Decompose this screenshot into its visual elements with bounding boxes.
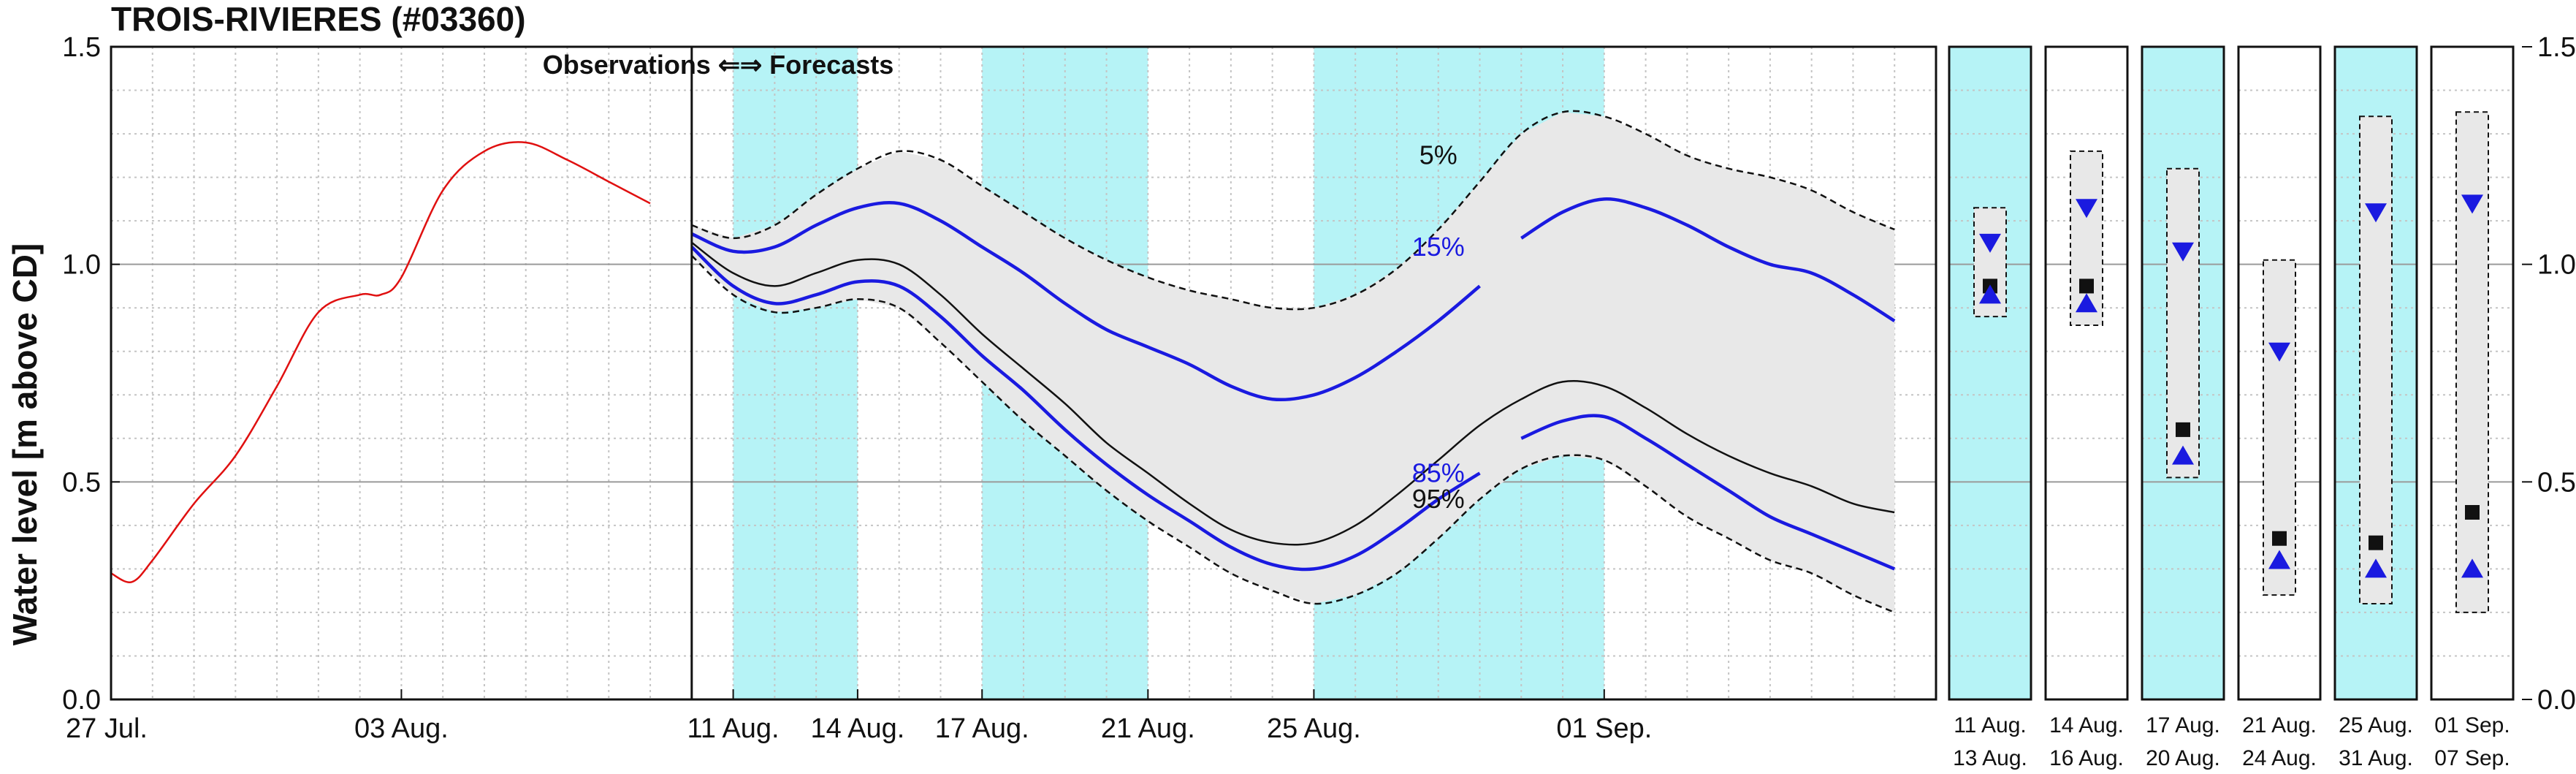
x-tick-label: 11 Aug. (687, 713, 780, 744)
observed-water-level-line (110, 141, 651, 583)
chart-title: TROIS-RIVIERES (#03360) (111, 0, 526, 38)
period-start-label: 14 Aug. (2049, 713, 2124, 737)
x-tick-label: 27 Jul. (66, 713, 148, 744)
upper-triangle-marker (2365, 203, 2387, 223)
period-panel-2: 14 Aug. 16 Aug. (2044, 45, 2129, 770)
period-start-label: 21 Aug. (2242, 713, 2317, 737)
period-range-box (2455, 111, 2489, 613)
period-panel-shade (1949, 47, 2031, 699)
period-end-label: 20 Aug. (2146, 746, 2220, 770)
period-panel-3: 17 Aug. 20 Aug. (2141, 45, 2225, 770)
y-tick-label-left: 1.5 (62, 32, 101, 63)
period-panel-1: 11 Aug. 13 Aug. (1948, 45, 2032, 770)
period-panel-border (1948, 45, 2032, 701)
x-tick-label: 01 Sep. (1556, 713, 1652, 744)
period-panel-4: 21 Aug. 24 Aug. (2237, 45, 2322, 770)
period-panel-border (2237, 45, 2322, 701)
lower-triangle-marker (1979, 284, 2001, 304)
x-tick-label: 14 Aug. (810, 713, 904, 744)
period-range-box (2359, 115, 2393, 605)
period-panel-border (2044, 45, 2129, 701)
main-plot-border (110, 45, 1937, 701)
period-start-label: 25 Aug. (2339, 713, 2413, 737)
period-panel-6: 01 Sep. 07 Sep. (2430, 45, 2515, 770)
period-panel-border (2430, 45, 2515, 701)
period-end-label: 31 Aug. (2339, 746, 2413, 770)
x-tick-label: 25 Aug. (1267, 713, 1361, 744)
y-tick-label-right: 1.0 (2537, 250, 2576, 281)
x-tick-label: 21 Aug. (1101, 713, 1195, 744)
period-end-label: 13 Aug. (1953, 746, 2027, 770)
lower-triangle-marker (2172, 445, 2194, 465)
y-tick-label-left: 0.5 (62, 467, 101, 498)
series-lines (110, 110, 1896, 614)
period-end-label: 16 Aug. (2049, 746, 2124, 770)
percentile-labels: 5% 15% 85%95% (1412, 140, 1465, 514)
forecast-line-95pct (690, 254, 1895, 614)
forecast-line-15pct (690, 197, 1896, 402)
upper-triangle-marker (1979, 233, 2001, 253)
plot-frame (110, 45, 1937, 701)
forecast-line-5pct (691, 110, 1895, 311)
axis-ticks: 0.0 0.0 0.5 0.5 1.0 1.0 1.5 1.5 27 Jul. 03 Aug. 11… (62, 32, 2576, 744)
period-end-label: 07 Sep. (2434, 746, 2510, 770)
percentile-band-fill (691, 112, 1895, 612)
upper-triangle-marker (2268, 342, 2290, 362)
median-square-marker (2272, 531, 2287, 546)
y-tick-label-right: 0.0 (2537, 685, 2576, 716)
median-square-marker (2465, 505, 2480, 520)
median-square-marker (2176, 422, 2190, 437)
percentile-label-5pct: 5% (1420, 140, 1457, 170)
lower-triangle-marker (2365, 558, 2387, 578)
median-square-marker (2369, 535, 2383, 550)
period-panel-border (2141, 45, 2225, 701)
median-square-marker (2079, 278, 2094, 294)
x-tick-label: 03 Aug. (354, 713, 449, 744)
period-end-label: 24 Aug. (2242, 746, 2317, 770)
x-tick-label: 17 Aug. (935, 713, 1029, 744)
period-range-box (2166, 167, 2200, 479)
shaded-period-1 (733, 47, 858, 699)
period-start-label: 11 Aug. (1954, 713, 2027, 737)
y-tick-label-right: 1.5 (2537, 32, 2576, 63)
period-start-label: 01 Sep. (2434, 713, 2510, 737)
forecast-line-85pct (690, 246, 1896, 572)
period-start-label: 17 Aug. (2146, 713, 2220, 737)
y-axis-label: Water level [m above CD] (6, 243, 44, 645)
y-tick-label-right: 0.5 (2537, 467, 2576, 498)
percentile-band (691, 112, 1895, 612)
y-tick-label-left: 1.0 (62, 250, 101, 281)
period-panel-5: 25 Aug. 31 Aug. (2333, 45, 2418, 770)
upper-triangle-marker (2172, 242, 2194, 262)
observations-forecasts-label: Observations ⇐⇒ Forecasts (543, 50, 894, 80)
percentile-label-15pct: 15% (1412, 232, 1465, 262)
percentile-label-85pct: 85% (1412, 458, 1465, 487)
lower-triangle-marker (2268, 550, 2290, 569)
upper-triangle-marker (2076, 199, 2097, 219)
percentile-label-95pct: 95% (1412, 484, 1465, 514)
lower-triangle-marker (2076, 293, 2097, 313)
lower-triangle-marker (2461, 558, 2483, 578)
period-summary-panels: 11 Aug. 13 Aug. 14 Aug. 16 Aug. 17 Aug. 20 Au… (1948, 45, 2532, 770)
y-tick-label-left: 0.0 (62, 685, 101, 716)
period-panel-border (2333, 45, 2418, 701)
forecast-line-50pct (691, 241, 1895, 546)
upper-triangle-marker (2461, 194, 2483, 214)
